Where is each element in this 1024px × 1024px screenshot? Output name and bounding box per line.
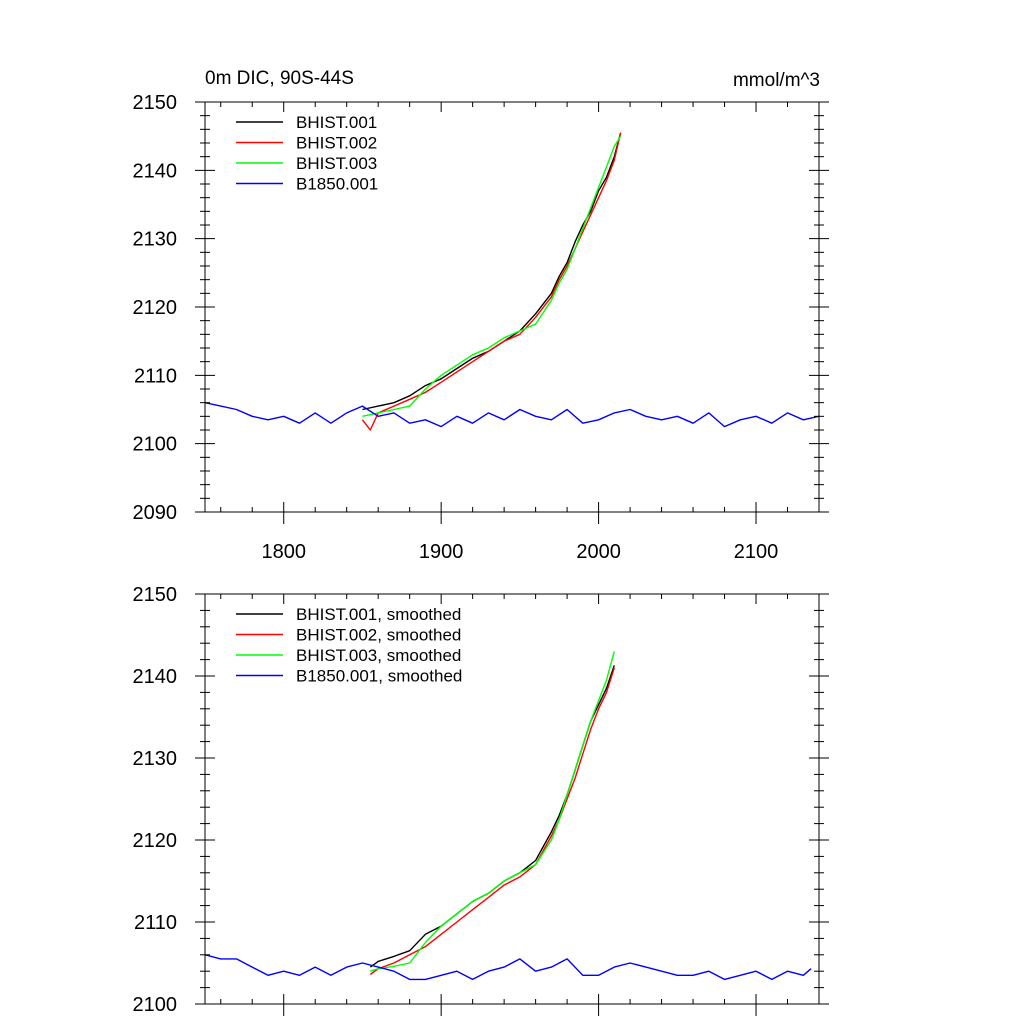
series-line-2 [361, 132, 622, 431]
y-tick-label: 2100 [133, 434, 178, 456]
top-panel: 0m DIC, 90S-44S mmol/m^3 1800 1900 2000 210… [133, 68, 829, 563]
legend-label: B1850.001, smoothed [296, 667, 462, 686]
units-label: mmol/m^3 [733, 70, 820, 91]
axis-ticks: 1800 1900 2000 2100 2090 2100 2110 2120 2130 2140… [133, 92, 829, 563]
series-line-3 [370, 651, 615, 972]
x-tick-label: 2000 [576, 541, 621, 563]
series-lines [205, 132, 819, 431]
y-tick-label: 2150 [133, 584, 178, 606]
legend-label: BHIST.003, smoothed [296, 646, 461, 665]
series-line-4 [205, 954, 812, 981]
legend-label: BHIST.001, smoothed [296, 605, 461, 624]
plot-frame [204, 593, 820, 1005]
axis-ticks: 2100 2110 2120 2130 2140 2150 [133, 584, 829, 1016]
y-tick-label: 2090 [133, 502, 178, 524]
legend-label: BHIST.001 [296, 113, 377, 132]
y-tick-label: 2120 [133, 297, 178, 319]
panel-title: 0m DIC, 90S-44S [205, 68, 354, 89]
bottom-panel: 2100 2110 2120 2130 2140 2150 BHIST.001, smoo… [133, 584, 829, 1016]
y-tick-label: 2150 [133, 92, 178, 114]
y-tick-label: 2140 [133, 666, 178, 688]
series-line-3 [362, 135, 622, 417]
y-tick-label: 2120 [133, 830, 178, 852]
legend-label: BHIST.002 [296, 134, 377, 153]
series-line-2 [369, 667, 615, 976]
series-lines [205, 651, 812, 981]
x-tick-label: 1900 [419, 541, 464, 563]
y-tick-label: 2130 [133, 229, 178, 251]
y-tick-label: 2100 [133, 994, 178, 1016]
series-line-1 [369, 665, 615, 968]
legend-label: BHIST.003 [296, 154, 377, 173]
legend: BHIST.001, smoothed BHIST.002, smoothedBH… [236, 605, 462, 686]
x-tick-label: 2100 [734, 541, 779, 563]
x-tick-label: 1800 [261, 541, 306, 563]
y-tick-label: 2110 [134, 912, 177, 934]
series-line-1 [362, 132, 622, 411]
y-tick-label: 2140 [133, 160, 178, 182]
series-line-4 [205, 402, 819, 428]
y-tick-label: 2110 [134, 365, 177, 387]
y-tick-label: 2130 [133, 748, 178, 770]
legend-label: B1850.001 [296, 175, 378, 194]
legend-label: BHIST.002, smoothed [296, 626, 461, 645]
